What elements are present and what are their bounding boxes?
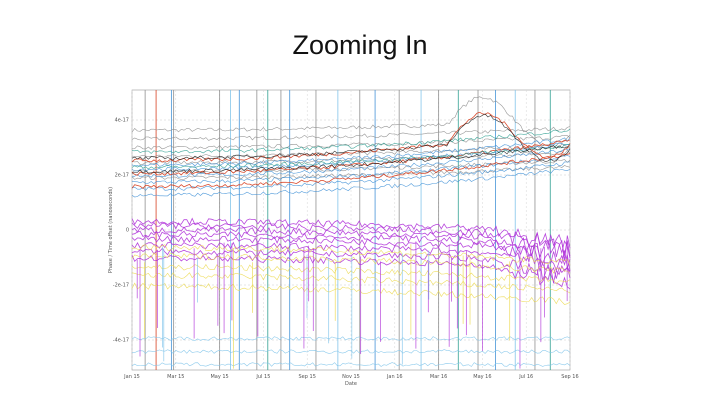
series-line-lightblue xyxy=(131,362,571,367)
x-tick-label: Nov 15 xyxy=(342,374,360,380)
series-line-purple xyxy=(131,247,571,284)
series-line-yellow xyxy=(131,282,571,305)
series-line-blue xyxy=(131,148,571,178)
series-line-yellow xyxy=(131,272,571,294)
vertical-markers xyxy=(144,90,551,370)
series-line-purple xyxy=(131,241,571,279)
x-tick-label: Mar 15 xyxy=(167,374,184,380)
series-line-grey xyxy=(131,135,571,150)
x-tick-label: Jul 16 xyxy=(518,374,533,380)
series-line-black xyxy=(131,145,571,174)
x-tick-labels: Jan 15 Mar 15 May 15 Jul 15 Sep 15 Nov 15 Jan … xyxy=(123,374,579,380)
series-line-lightblue xyxy=(131,349,571,354)
x-tick-label: May 16 xyxy=(473,374,491,380)
x-tick-label: May 15 xyxy=(210,374,228,380)
series-line-grey xyxy=(131,143,571,158)
y-axis-label: Phase / Time offset (nanoseconds) xyxy=(108,187,114,273)
series-lines xyxy=(131,96,571,369)
series-line-black xyxy=(131,113,571,163)
y-tick-label: -4e-17 xyxy=(113,338,129,344)
series-line-red xyxy=(131,153,571,189)
series-line-yellow xyxy=(131,244,571,266)
y-tick-label: 0 xyxy=(126,228,129,234)
series-line-blue xyxy=(131,137,571,168)
x-tick-label: Mar 16 xyxy=(430,374,447,380)
x-tick-label: Sep 16 xyxy=(561,374,578,380)
series-line-blue xyxy=(132,155,571,184)
series-line-purple xyxy=(131,217,571,257)
x-tick-label: Sep 15 xyxy=(299,374,316,380)
series-line-grey xyxy=(131,149,571,165)
series-line-purple xyxy=(131,254,571,290)
x-tick-label: Jan 15 xyxy=(123,374,140,380)
series-line-blue xyxy=(131,161,571,191)
y-tick-label: 2e-17 xyxy=(115,173,129,179)
x-axis-label: Date xyxy=(345,381,357,387)
series-line-blue xyxy=(131,142,571,172)
y-tick-labels: 4e-17 2e-17 0 -2e-17 -4e-17 xyxy=(113,118,129,344)
x-tick-label: Jan 16 xyxy=(386,374,403,380)
series-line-grey xyxy=(131,165,571,181)
slide-title: Zooming In xyxy=(292,30,428,60)
series-line-yellow xyxy=(131,264,571,285)
x-tick-label: Jul 15 xyxy=(255,374,270,380)
series-line-grey xyxy=(131,96,571,148)
y-tick-label: -2e-17 xyxy=(113,283,129,289)
series-line-purple xyxy=(131,230,571,273)
series-line-teal xyxy=(131,143,571,170)
series-line-red xyxy=(131,111,571,163)
series-line-yellow xyxy=(131,252,571,274)
series-line-grey xyxy=(131,126,571,141)
series-line-purple xyxy=(131,235,571,272)
series-line-blue xyxy=(131,168,571,198)
series-line-lightblue xyxy=(131,336,571,341)
time-series-chart: 4e-17 2e-17 0 -2e-17 -4e-17 Jan 15 Mar 15 May … xyxy=(108,89,579,387)
series-line-teal xyxy=(131,128,571,154)
y-tick-label: 4e-17 xyxy=(115,118,129,124)
